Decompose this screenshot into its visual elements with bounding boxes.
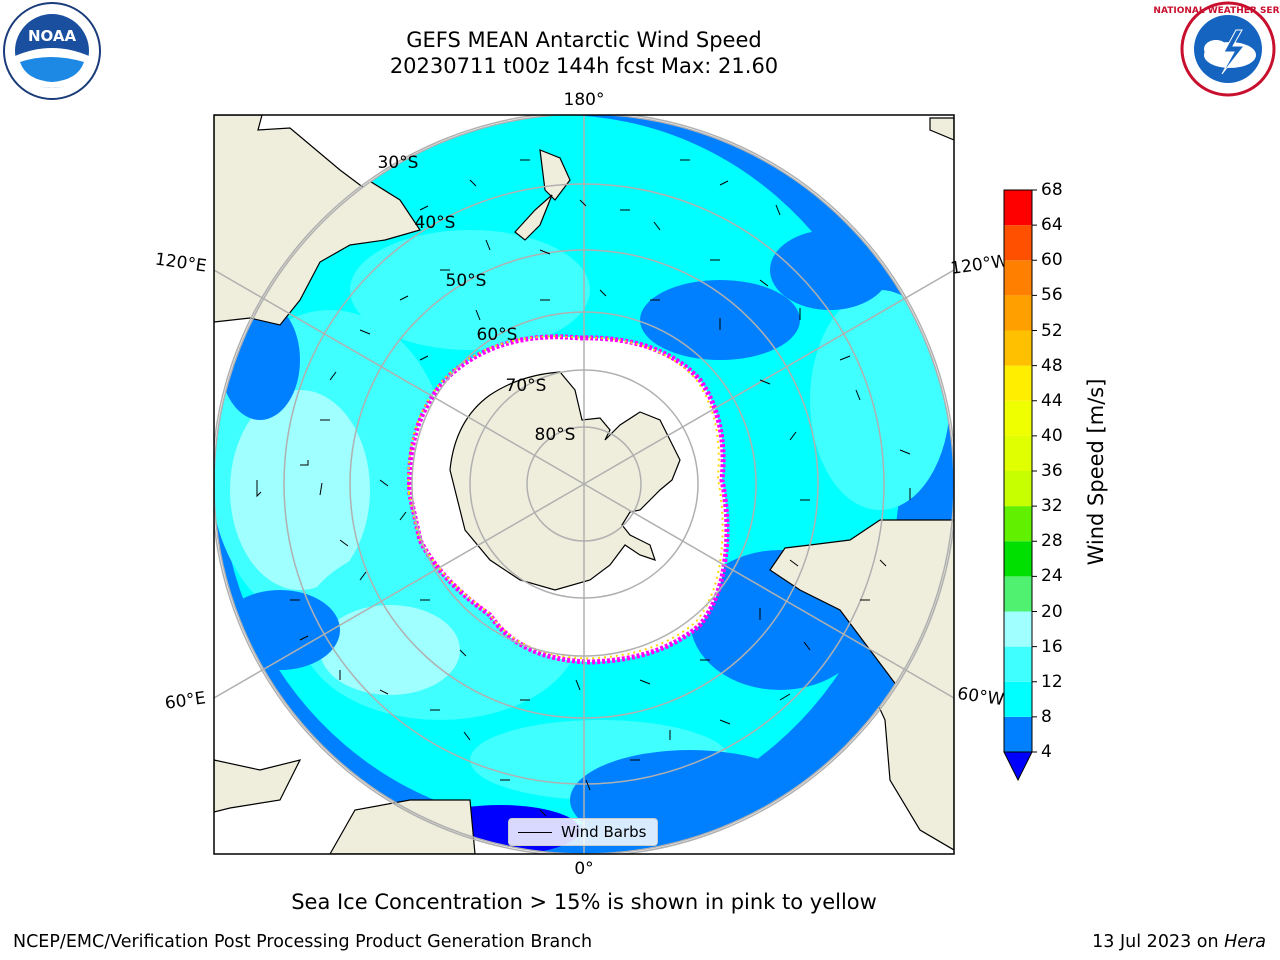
colorbar-tick-label-16: 4 — [1041, 742, 1052, 762]
colorbar-tick-label-12: 20 — [1041, 601, 1063, 622]
chart-subtitle: 20230711 t00z 144h fcst Max: 21.60 — [389, 54, 779, 78]
noaa-logo: NOAA — [3, 2, 101, 100]
colorbar-tick-label-1: 64 — [1041, 215, 1063, 236]
colorbar-band-1 — [1004, 681, 1032, 717]
map-legend: Wind Barbs — [508, 818, 658, 846]
lon-label-120e: 120°E — [154, 250, 208, 277]
lon-label-120w: 120°W — [949, 251, 1009, 279]
colorbar-tick-label-5: 48 — [1041, 355, 1063, 376]
colorbar-band-5 — [1004, 541, 1032, 577]
colorbar-band-7 — [1004, 471, 1032, 507]
colorbar-tick-label-8: 36 — [1041, 461, 1063, 481]
antarctica — [449, 371, 681, 591]
colorbar-band-4 — [1004, 576, 1032, 612]
footer-credit: NCEP/EMC/Verification Post Processing Pr… — [13, 932, 593, 952]
nws-logo-ring-text: NATIONAL WEATHER SERVICE — [1153, 6, 1280, 16]
colorbar-tick-label-6: 44 — [1041, 390, 1063, 411]
colorbar-band-3 — [1004, 611, 1032, 647]
legend-label: Wind Barbs — [561, 823, 647, 841]
colorbar-band-13 — [1004, 260, 1032, 296]
footer-machine: Hera — [1224, 932, 1266, 952]
colorbar-tick-label-13: 16 — [1041, 636, 1063, 657]
colorbar-tick-label-9: 32 — [1041, 496, 1063, 517]
noaa-logo-text: NOAA — [28, 27, 77, 45]
colorbar-band-12 — [1004, 295, 1032, 331]
colorbar-band-8 — [1004, 435, 1032, 471]
lat-label-50s: 50°S — [446, 271, 487, 291]
colorbar-tick-label-2: 60 — [1041, 250, 1063, 271]
colorbar-tick-label-11: 24 — [1041, 566, 1063, 587]
lon-label-180: 180° — [564, 90, 605, 110]
lat-label-70s: 70°S — [506, 376, 547, 396]
colorbar-tick-label-14: 12 — [1041, 671, 1063, 692]
colorbar-tick-label-4: 52 — [1041, 320, 1063, 341]
colorbar-band-15 — [1004, 190, 1032, 226]
colorbar — [1003, 189, 1037, 782]
colorbar-band-2 — [1004, 646, 1032, 682]
colorbar-band-0 — [1004, 716, 1032, 752]
nws-logo: NATIONAL WEATHER SERVICE — [1153, 1, 1280, 97]
colorbar-tick-label-15: 8 — [1041, 706, 1052, 727]
colorbar-band-14 — [1004, 225, 1032, 261]
sea-ice-caption: Sea Ice Concentration > 15% is shown in … — [291, 890, 877, 914]
lat-label-30s: 30°S — [378, 153, 419, 173]
map-frame — [213, 114, 955, 855]
lat-label-40s: 40°S — [415, 213, 456, 233]
wind-barb-swatch — [518, 832, 552, 833]
graticule — [214, 115, 954, 854]
colorbar-band-10 — [1004, 365, 1032, 401]
lat-label-60s: 60°S — [477, 325, 518, 345]
footer-date-text: 13 Jul 2023 on — [1092, 932, 1225, 952]
colorbar-tick-label-7: 40 — [1041, 425, 1063, 446]
lon-label-60e: 60°E — [164, 688, 207, 713]
colorbar-band-11 — [1004, 330, 1032, 366]
wind-barbs — [256, 159, 911, 817]
lat-label-80s: 80°S — [535, 425, 576, 445]
lon-label-0: 0° — [574, 859, 593, 879]
colorbar-band-9 — [1004, 400, 1032, 436]
lon-label-60w: 60°W — [956, 684, 1005, 710]
colorbar-extend-arrow — [1003, 751, 1033, 782]
colorbar-tick-label-0: 68 — [1041, 180, 1063, 200]
colorbar-label: Wind Speed [m/s] — [1084, 378, 1108, 566]
colorbar-tick-label-3: 56 — [1041, 285, 1063, 306]
colorbar-tick-label-10: 28 — [1041, 531, 1063, 552]
chart-title: GEFS MEAN Antarctic Wind Speed — [406, 28, 762, 52]
footer-date: 13 Jul 2023 on Hera — [1092, 932, 1266, 952]
colorbar-band-6 — [1004, 506, 1032, 542]
